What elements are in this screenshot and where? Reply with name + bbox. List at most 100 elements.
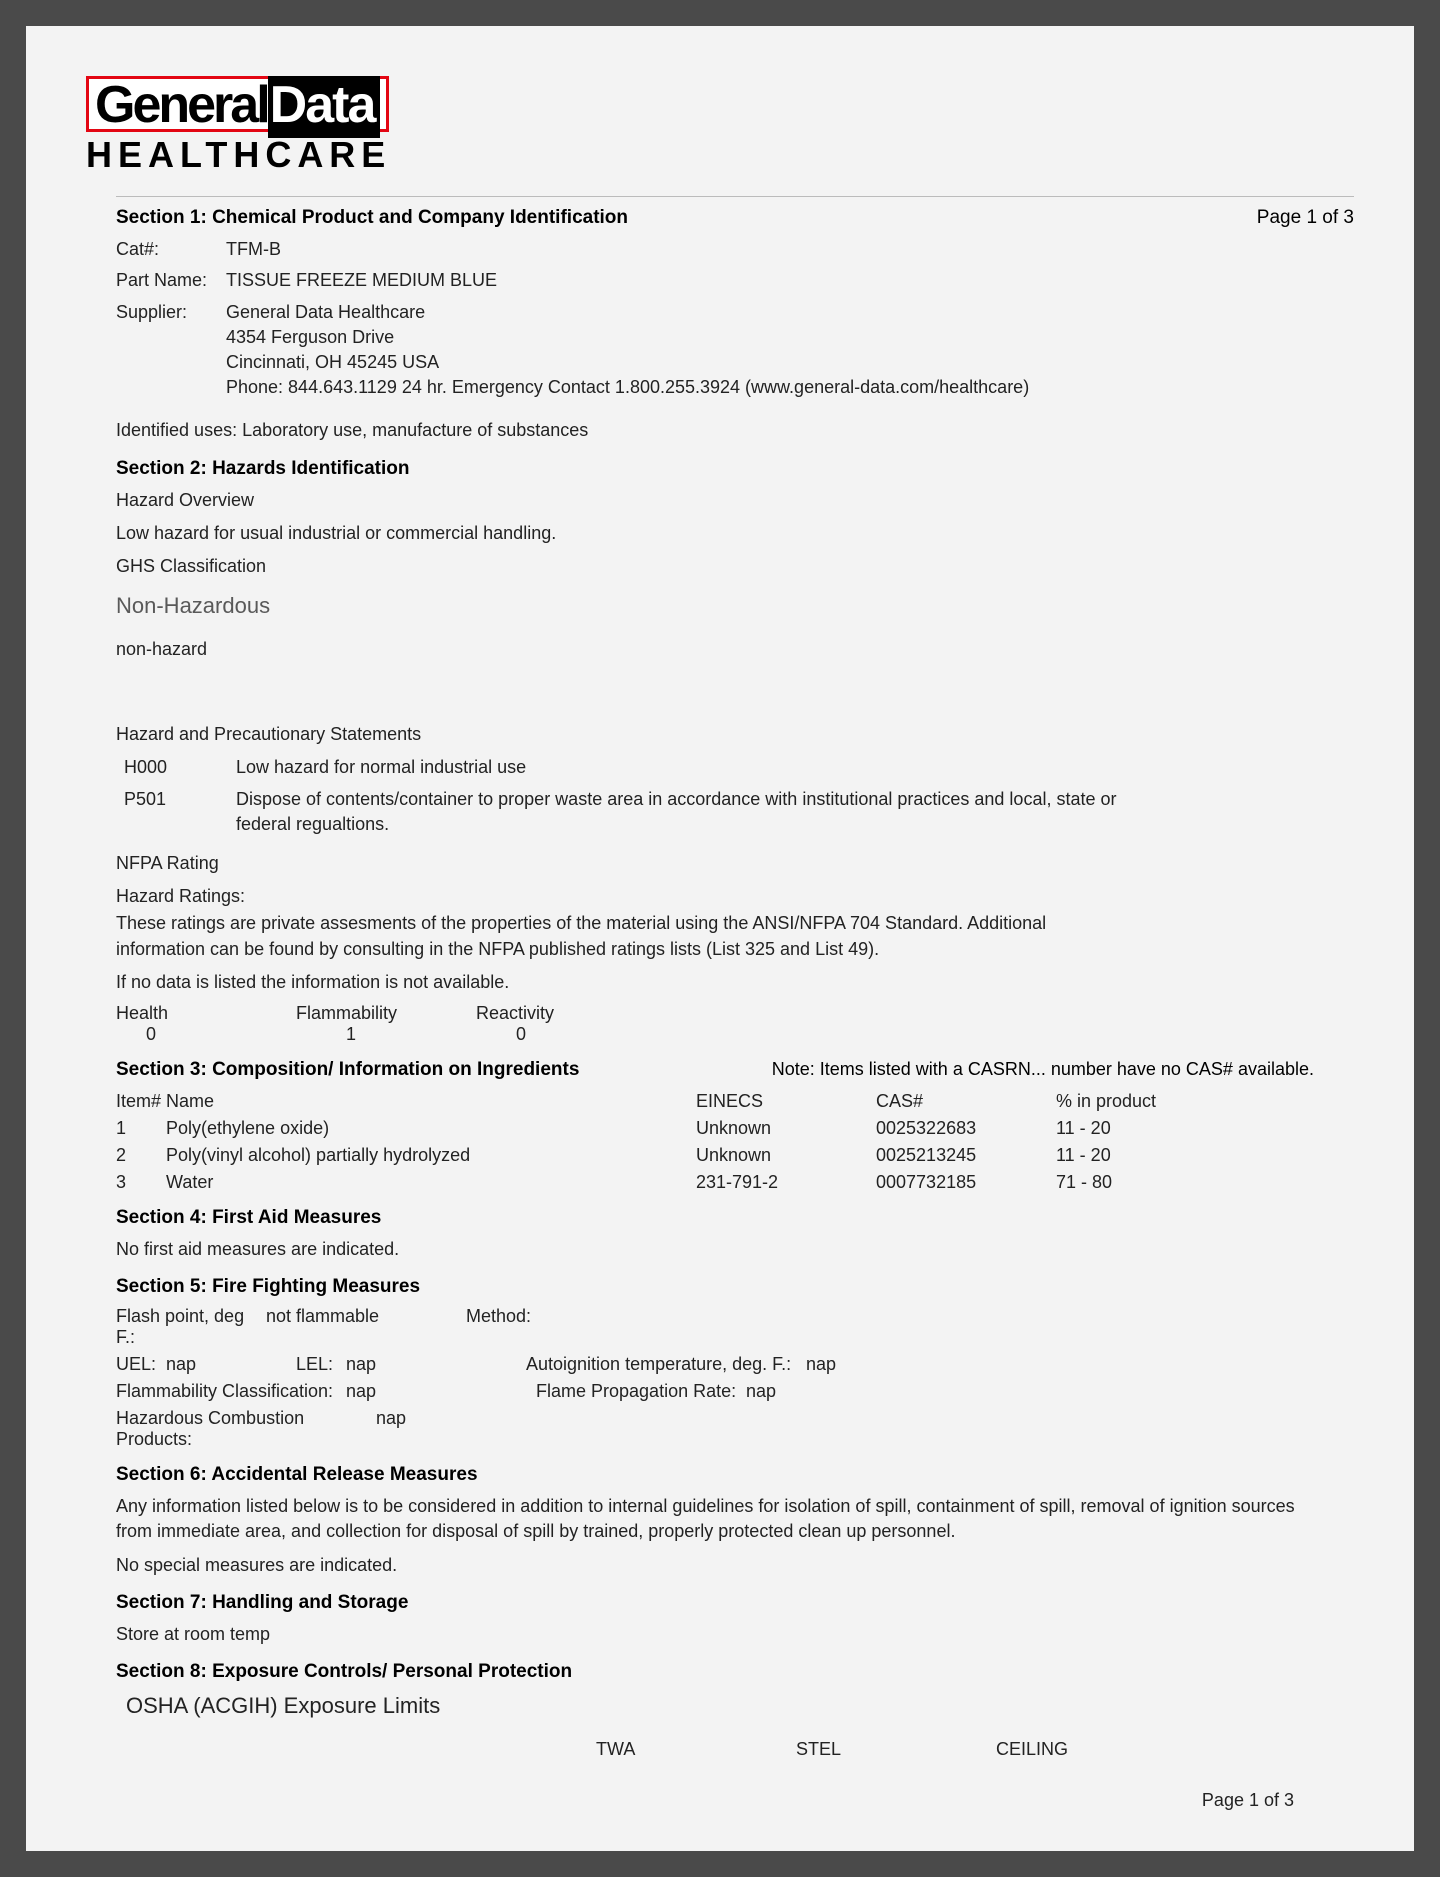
section8-title: Section 8: Exposure Controls/ Personal P… [116,1661,1354,1683]
ingr-pct: 71 - 80 [1056,1172,1196,1193]
ingr-num: 2 [116,1145,166,1166]
nfpa-flamm-label: Flammability [296,1003,476,1024]
ingr-pct: 11 - 20 [1056,1118,1196,1139]
uel-row: UEL: nap LEL: nap Autoignition temperatu… [116,1354,1354,1375]
document-page: GeneralData HEALTHCARE Section 1: Chemic… [26,26,1414,1851]
supplier-line2: 4354 Ferguson Drive [226,325,1029,350]
uel-value: nap [166,1354,296,1375]
flammclass-row: Flammability Classification: nap Flame P… [116,1381,1354,1402]
ingr-einecs: Unknown [696,1145,876,1166]
identified-uses: Identified uses: Laboratory use, manufac… [116,418,1354,443]
supplier-line1: General Data Healthcare [226,300,1029,325]
ceiling-label: CEILING [996,1739,1068,1760]
section6-text2: No special measures are indicated. [116,1553,1354,1578]
cat-value: TFM-B [226,237,281,262]
ratings-label: Hazard Ratings: [116,884,1354,909]
nfpa-react-label: Reactivity [476,1003,656,1024]
nfpa-health-label: Health [116,1003,296,1024]
logo-text-general: General [95,76,268,134]
ghs-classification: Non-Hazardous [116,593,1354,619]
logo-text-healthcare: HEALTHCARE [86,134,1354,176]
ingredients-header: Item# Name EINECS CAS# % in product [116,1091,1354,1112]
uel-label: UEL: [116,1354,166,1375]
pdf-viewer-frame: GeneralData HEALTHCARE Section 1: Chemic… [0,0,1440,1877]
supplier-line3: Cincinnati, OH 45245 USA [226,350,1029,375]
hazard-statements-table: H000 Low hazard for normal industrial us… [116,755,1354,837]
col-item-head: Item# [116,1091,166,1112]
hazprod-row: Hazardous Combustion Products: nap [116,1408,1354,1450]
nfpa-react-value: 0 [476,1024,656,1045]
osha-headers: TWA STEL CEILING [116,1739,1354,1760]
ratings-text: These ratings are private assesments of … [116,911,1136,961]
page-number-bottom: Page 1 of 3 [116,1790,1354,1811]
osha-title: OSHA (ACGIH) Exposure Limits [116,1693,1354,1719]
section1-header-row: Section 1: Chemical Product and Company … [116,207,1354,229]
non-hazard-text: non-hazard [116,637,1354,662]
section1-title: Section 1: Chemical Product and Company … [116,207,628,229]
document-content: Section 1: Chemical Product and Company … [116,196,1354,1811]
supplier-label: Supplier: [116,300,226,401]
flammclass-label: Flammability Classification: [116,1381,346,1402]
nfpa-react-col: Reactivity 0 [476,1003,656,1045]
supplier-line4: Phone: 844.643.1129 24 hr. Emergency Con… [226,375,1029,400]
ingr-num: 3 [116,1172,166,1193]
ingr-num: 1 [116,1118,166,1139]
section2-title: Section 2: Hazards Identification [116,458,1354,480]
ingr-name: Poly(ethylene oxide) [166,1118,696,1139]
hazprod-value: nap [376,1408,406,1450]
col-pct-head: % in product [1056,1091,1196,1112]
ingr-einecs: 231-791-2 [696,1172,876,1193]
col-cas-head: CAS# [876,1091,1056,1112]
nfpa-label: NFPA Rating [116,851,1354,876]
cat-row: Cat#: TFM-B [116,237,1354,262]
h000-row: H000 Low hazard for normal industrial us… [116,755,1354,780]
autoign-label: Autoignition temperature, deg. F.: [526,1354,806,1375]
statements-label: Hazard and Precautionary Statements [116,722,1354,747]
page-number-top: Page 1 of 3 [1257,207,1354,229]
ghs-label: GHS Classification [116,554,1354,579]
ingredient-row: 2Poly(vinyl alcohol) partially hydrolyze… [116,1145,1354,1166]
col-einecs-head: EINECS [696,1091,876,1112]
section4-title: Section 4: First Aid Measures [116,1207,1354,1229]
section3-header: Section 3: Composition/ Information on I… [116,1059,1354,1081]
cat-label: Cat#: [116,237,226,262]
supplier-block: General Data Healthcare 4354 Ferguson Dr… [226,300,1029,401]
flameprop-value: nap [746,1381,776,1402]
company-logo: GeneralData HEALTHCARE [86,76,1354,176]
ingr-cas: 0007732185 [876,1172,1056,1193]
flash-value: not flammable [266,1306,466,1348]
nfpa-health-col: Health 0 [116,1003,296,1045]
twa-label: TWA [596,1739,796,1760]
h000-text: Low hazard for normal industrial use [236,755,1354,780]
lel-label: LEL: [296,1354,346,1375]
hazard-overview-label: Hazard Overview [116,488,1354,513]
nodata-text: If no data is listed the information is … [116,970,1354,995]
section6-title: Section 6: Accidental Release Measures [116,1464,1354,1486]
logo-box: GeneralData [86,76,389,132]
p501-code: P501 [116,787,236,837]
section3-title: Section 3: Composition/ Information on I… [116,1059,579,1081]
nfpa-flamm-value: 1 [296,1024,476,1045]
hazard-overview-text: Low hazard for usual industrial or comme… [116,521,1354,546]
section6-text1: Any information listed below is to be co… [116,1494,1316,1544]
flash-label: Flash point, deg F.: [116,1306,266,1348]
ingr-name: Poly(vinyl alcohol) partially hydrolyzed [166,1145,696,1166]
ingr-name: Water [166,1172,696,1193]
top-divider [116,196,1354,197]
ingredient-row: 1Poly(ethylene oxide)Unknown002532268311… [116,1118,1354,1139]
ingr-cas: 0025322683 [876,1118,1056,1139]
ingr-cas: 0025213245 [876,1145,1056,1166]
method-label: Method: [466,1306,531,1348]
nfpa-health-value: 0 [116,1024,296,1045]
hazprod-label: Hazardous Combustion Products: [116,1408,376,1450]
section7-title: Section 7: Handling and Storage [116,1592,1354,1614]
nfpa-ratings-grid: Health 0 Flammability 1 Reactivity 0 [116,1003,1354,1045]
section4-text: No first aid measures are indicated. [116,1237,1354,1262]
section3-note: Note: Items listed with a CASRN... numbe… [772,1059,1354,1081]
partname-row: Part Name: TISSUE FREEZE MEDIUM BLUE [116,268,1354,293]
nfpa-flamm-col: Flammability 1 [296,1003,476,1045]
flammclass-value: nap [346,1381,536,1402]
flameprop-label: Flame Propagation Rate: [536,1381,746,1402]
partname-value: TISSUE FREEZE MEDIUM BLUE [226,268,497,293]
lel-value: nap [346,1354,526,1375]
